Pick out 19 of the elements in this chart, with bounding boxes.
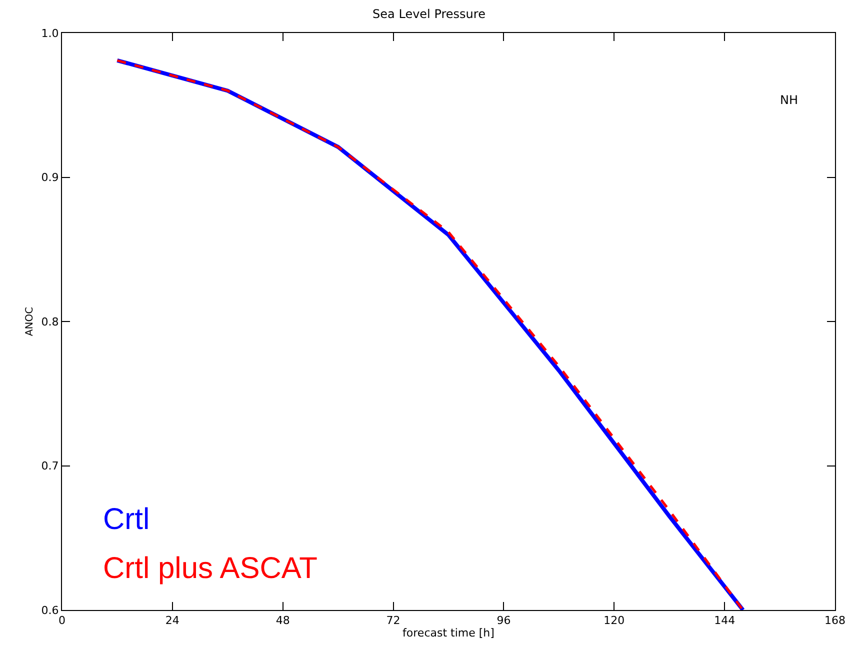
y-tick-label: 0.6: [41, 604, 59, 617]
x-tick-label: 48: [276, 614, 290, 628]
x-tick-label: 120: [604, 614, 625, 628]
chart-title: Sea Level Pressure: [372, 7, 486, 22]
x-tick-label: 144: [714, 614, 736, 628]
x-tick-label: 168: [824, 614, 846, 628]
y-axis-title: ANOC: [24, 306, 36, 336]
y-tick-label: 0.9: [41, 171, 59, 184]
x-tick-label: 24: [165, 614, 180, 628]
x-tick-label: 72: [386, 614, 400, 628]
x-axis-title: forecast time [h]: [402, 626, 494, 640]
text: Crtl plus ASCAT: [103, 552, 318, 585]
y-tick-label: 0.7: [41, 460, 59, 473]
y-tick-label: 1.0: [41, 26, 59, 40]
text: Crtl: [103, 503, 150, 536]
annotation: NH: [780, 93, 798, 107]
x-tick-label: 96: [496, 614, 511, 628]
x-tick-label: 0: [58, 614, 66, 628]
y-tick-label: 0.8: [41, 315, 59, 328]
